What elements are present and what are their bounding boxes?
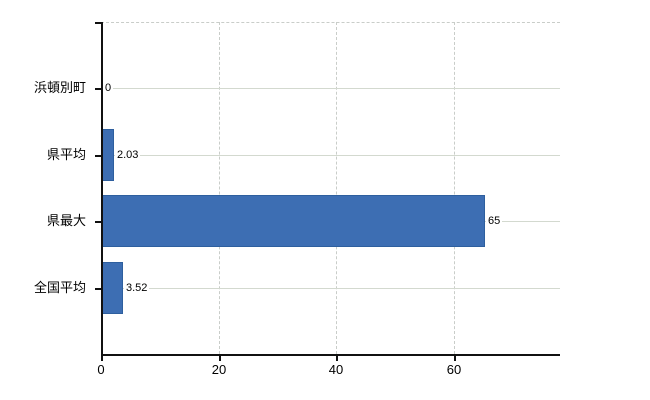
value-label: 65 [486,214,503,228]
gridline-vertical-40 [336,22,337,354]
value-label: 0 [103,81,114,95]
x-axis-tick-label: 60 [446,362,462,377]
x-axis-line [101,354,560,356]
x-axis-tick [101,356,103,361]
category-label-県最大: 県最大 [46,213,86,228]
value-label: 3.52 [124,281,150,295]
y-axis-tick [95,88,101,90]
bar-県平均 [102,129,114,181]
x-axis-tick [219,356,221,361]
x-axis-tick-label: 0 [97,362,105,377]
y-axis-tick [95,221,101,223]
y-axis-tick [95,155,101,157]
y-axis-tick [95,288,101,290]
x-axis-tick [336,356,338,361]
x-axis-tick-label: 40 [328,362,344,377]
category-label-浜頓別町: 浜頓別町 [33,80,86,95]
gridline-horizontal [101,88,560,89]
value-label: 2.03 [115,148,141,162]
gridline-vertical-20 [219,22,220,354]
plot-top-border [101,22,560,23]
y-axis-line [101,22,103,356]
x-axis-tick-label: 20 [211,362,227,377]
plot-area: 0 2.03 65 3.52 [101,22,560,354]
bar-全国平均 [102,262,123,314]
x-axis-tick [454,356,456,361]
category-label-県平均: 県平均 [46,147,86,162]
gridline-vertical-60 [454,22,455,354]
y-axis-tick [95,22,101,24]
bar-県最大 [102,195,485,247]
gridline-horizontal [101,288,560,289]
gridline-horizontal [101,155,560,156]
category-label-全国平均: 全国平均 [33,280,86,295]
